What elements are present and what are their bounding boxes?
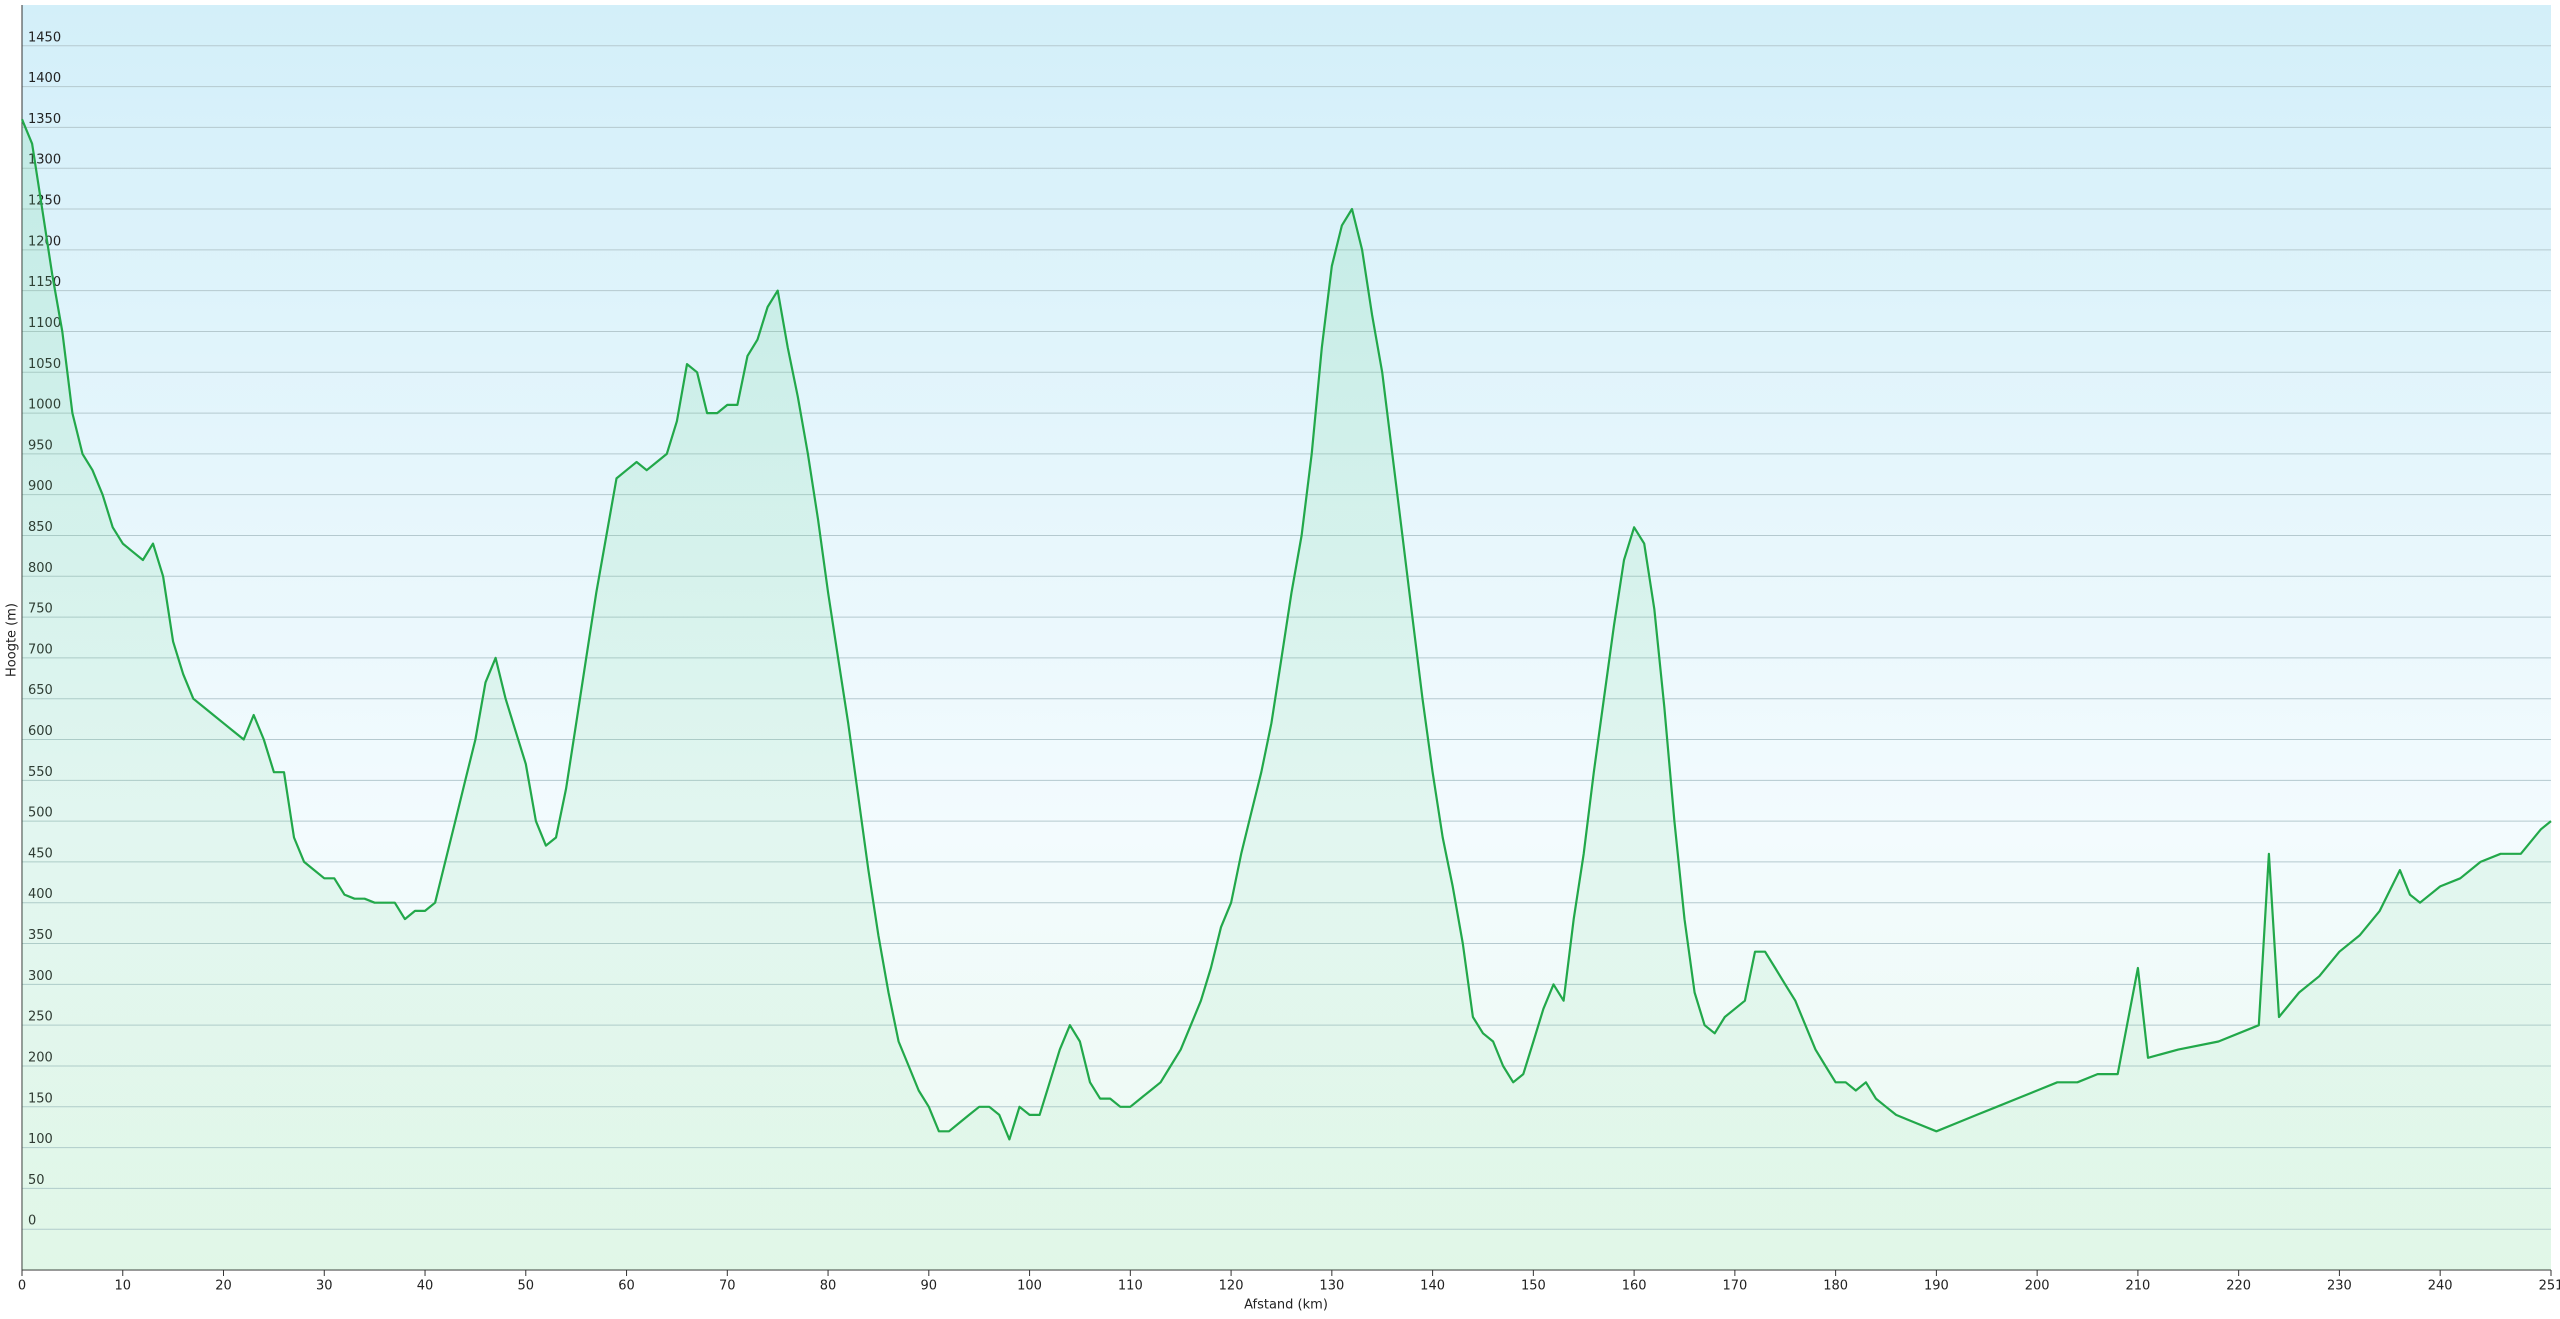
area-fill [22, 119, 2551, 1270]
x-tick-label: 70 [719, 1279, 736, 1294]
x-tick-label: 180 [1823, 1279, 1848, 1294]
x-tick-label: 10 [114, 1279, 131, 1294]
y-tick-label: 1450 [28, 30, 61, 45]
x-tick-label: 170 [1722, 1279, 1747, 1294]
x-tick-label: 130 [1319, 1279, 1344, 1294]
x-tick-label: 90 [921, 1279, 938, 1294]
y-axis-title: Hoogte (m) [5, 603, 20, 677]
x-tick-label: 251 [2539, 1279, 2560, 1294]
x-tick-label: 240 [2428, 1279, 2453, 1294]
x-tick-label: 80 [820, 1279, 837, 1294]
x-tick-label: 30 [316, 1279, 333, 1294]
x-tick-label: 220 [2226, 1279, 2251, 1294]
x-tick-label: 110 [1118, 1279, 1143, 1294]
y-tick-label: 1400 [28, 71, 61, 86]
x-tick-label: 140 [1420, 1279, 1445, 1294]
x-tick-label: 160 [1622, 1279, 1647, 1294]
x-tick-label: 120 [1219, 1279, 1244, 1294]
x-tick-label: 200 [2025, 1279, 2050, 1294]
x-tick-label: 190 [1924, 1279, 1949, 1294]
x-axis-title: Afstand (km) [1244, 1298, 1328, 1313]
x-tick-label: 230 [2327, 1279, 2352, 1294]
y-tick-label: 1350 [28, 112, 61, 127]
elevation-line [20, 118, 2552, 1141]
x-tick-label: 100 [1017, 1279, 1042, 1294]
x-tick-label: 20 [215, 1279, 232, 1294]
x-tick-label: 210 [2125, 1279, 2150, 1294]
x-tick-label: 60 [618, 1279, 635, 1294]
x-tick-label: 0 [18, 1279, 26, 1294]
x-tick-label: 50 [518, 1279, 535, 1294]
x-tick-label: 40 [417, 1279, 434, 1294]
x-tick-label: 150 [1521, 1279, 1546, 1294]
